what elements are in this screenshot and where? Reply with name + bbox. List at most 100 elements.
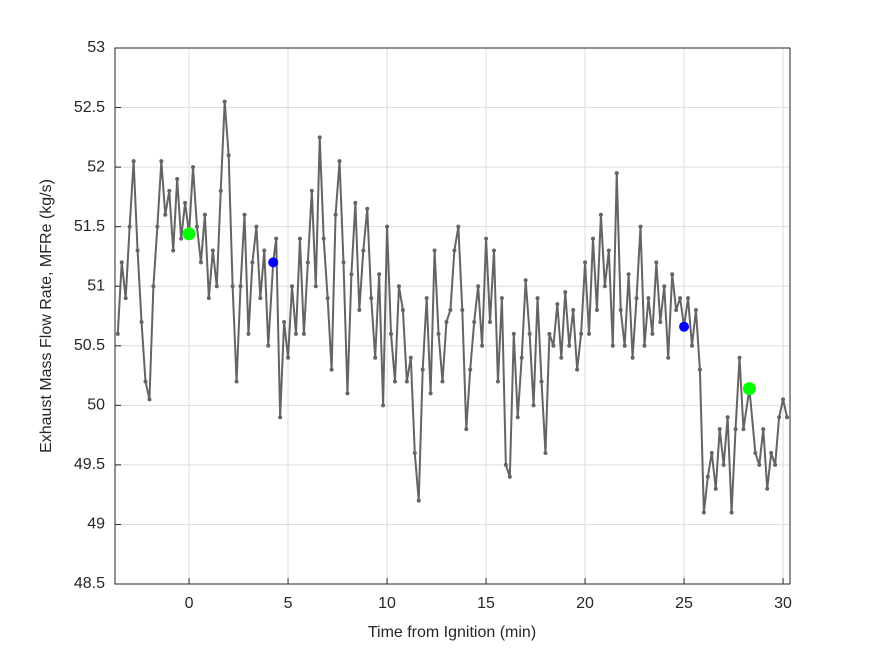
highlight-point <box>268 257 279 268</box>
data-point <box>697 367 702 372</box>
data-point <box>622 343 627 348</box>
data-point <box>678 296 683 301</box>
data-point <box>488 319 493 324</box>
data-point <box>689 343 694 348</box>
data-point <box>278 415 283 420</box>
data-point <box>432 248 437 253</box>
data-point <box>151 284 156 289</box>
y-tick-label: 51.5 <box>74 218 105 235</box>
data-point <box>523 278 528 283</box>
data-point <box>761 427 766 432</box>
data-point <box>171 248 176 253</box>
data-point <box>321 236 326 241</box>
highlight-point <box>742 382 756 396</box>
data-point <box>389 331 394 336</box>
data-point <box>345 391 350 396</box>
data-point <box>341 260 346 265</box>
data-point <box>757 462 762 467</box>
data-point <box>290 284 295 289</box>
data-point <box>567 343 572 348</box>
y-tick-label: 50 <box>87 397 105 414</box>
data-point <box>329 367 334 372</box>
data-point <box>559 355 564 360</box>
data-point <box>448 308 453 313</box>
data-point <box>313 284 318 289</box>
data-point <box>305 260 310 265</box>
data-point <box>337 159 342 164</box>
data-point <box>785 415 790 420</box>
data-point <box>713 486 718 491</box>
data-point <box>404 379 409 384</box>
data-point <box>515 415 520 420</box>
data-point <box>325 296 330 301</box>
data-point <box>282 319 287 324</box>
data-point <box>317 135 322 140</box>
data-point <box>408 355 413 360</box>
data-point <box>373 355 378 360</box>
data-point <box>551 343 556 348</box>
data-point <box>179 236 184 241</box>
data-point <box>634 296 639 301</box>
data-point <box>115 331 120 336</box>
data-point <box>333 212 338 217</box>
data-point <box>222 99 227 104</box>
data-point <box>590 236 595 241</box>
data-point <box>349 272 354 277</box>
data-point <box>773 462 778 467</box>
data-point <box>210 248 215 253</box>
y-tick-label: 49 <box>87 516 105 533</box>
marks <box>115 99 790 515</box>
data-point <box>519 355 524 360</box>
data-point <box>416 498 421 503</box>
y-tick-label: 53 <box>87 39 105 56</box>
data-point <box>206 296 211 301</box>
data-point <box>626 272 631 277</box>
data-point <box>385 224 390 229</box>
data-point <box>472 319 477 324</box>
data-point <box>618 308 623 313</box>
data-point <box>638 224 643 229</box>
data-point <box>420 367 425 372</box>
data-point <box>230 284 235 289</box>
data-point <box>266 343 271 348</box>
data-point <box>377 272 382 277</box>
axes-box <box>114 47 791 585</box>
x-tick-label: 10 <box>378 595 396 612</box>
data-point <box>733 427 738 432</box>
data-point <box>587 331 592 336</box>
data-point <box>606 248 611 253</box>
data-point <box>440 379 445 384</box>
data-point <box>198 260 203 265</box>
data-point <box>361 248 366 253</box>
data-point <box>234 379 239 384</box>
data-point <box>527 331 532 336</box>
data-point <box>139 319 144 324</box>
data-point <box>579 331 584 336</box>
data-point <box>226 153 231 158</box>
data-point <box>396 284 401 289</box>
x-tick-label: 0 <box>185 595 194 612</box>
data-point <box>242 212 247 217</box>
data-point <box>183 200 188 205</box>
data-point <box>194 224 199 229</box>
data-point <box>777 415 782 420</box>
data-point <box>460 308 465 313</box>
data-point <box>491 248 496 253</box>
data-point <box>753 450 758 455</box>
y-tick-label: 52.5 <box>74 99 105 116</box>
data-point <box>717 427 722 432</box>
data-point <box>250 260 255 265</box>
data-point <box>503 462 508 467</box>
data-point <box>400 308 405 313</box>
data-point <box>191 165 196 170</box>
data-point <box>630 355 635 360</box>
data-point <box>543 450 548 455</box>
data-point <box>693 308 698 313</box>
data-point <box>274 236 279 241</box>
data-point <box>547 331 552 336</box>
data-point <box>571 308 576 313</box>
data-point <box>369 296 374 301</box>
data-point <box>709 450 714 455</box>
data-point <box>167 188 172 193</box>
